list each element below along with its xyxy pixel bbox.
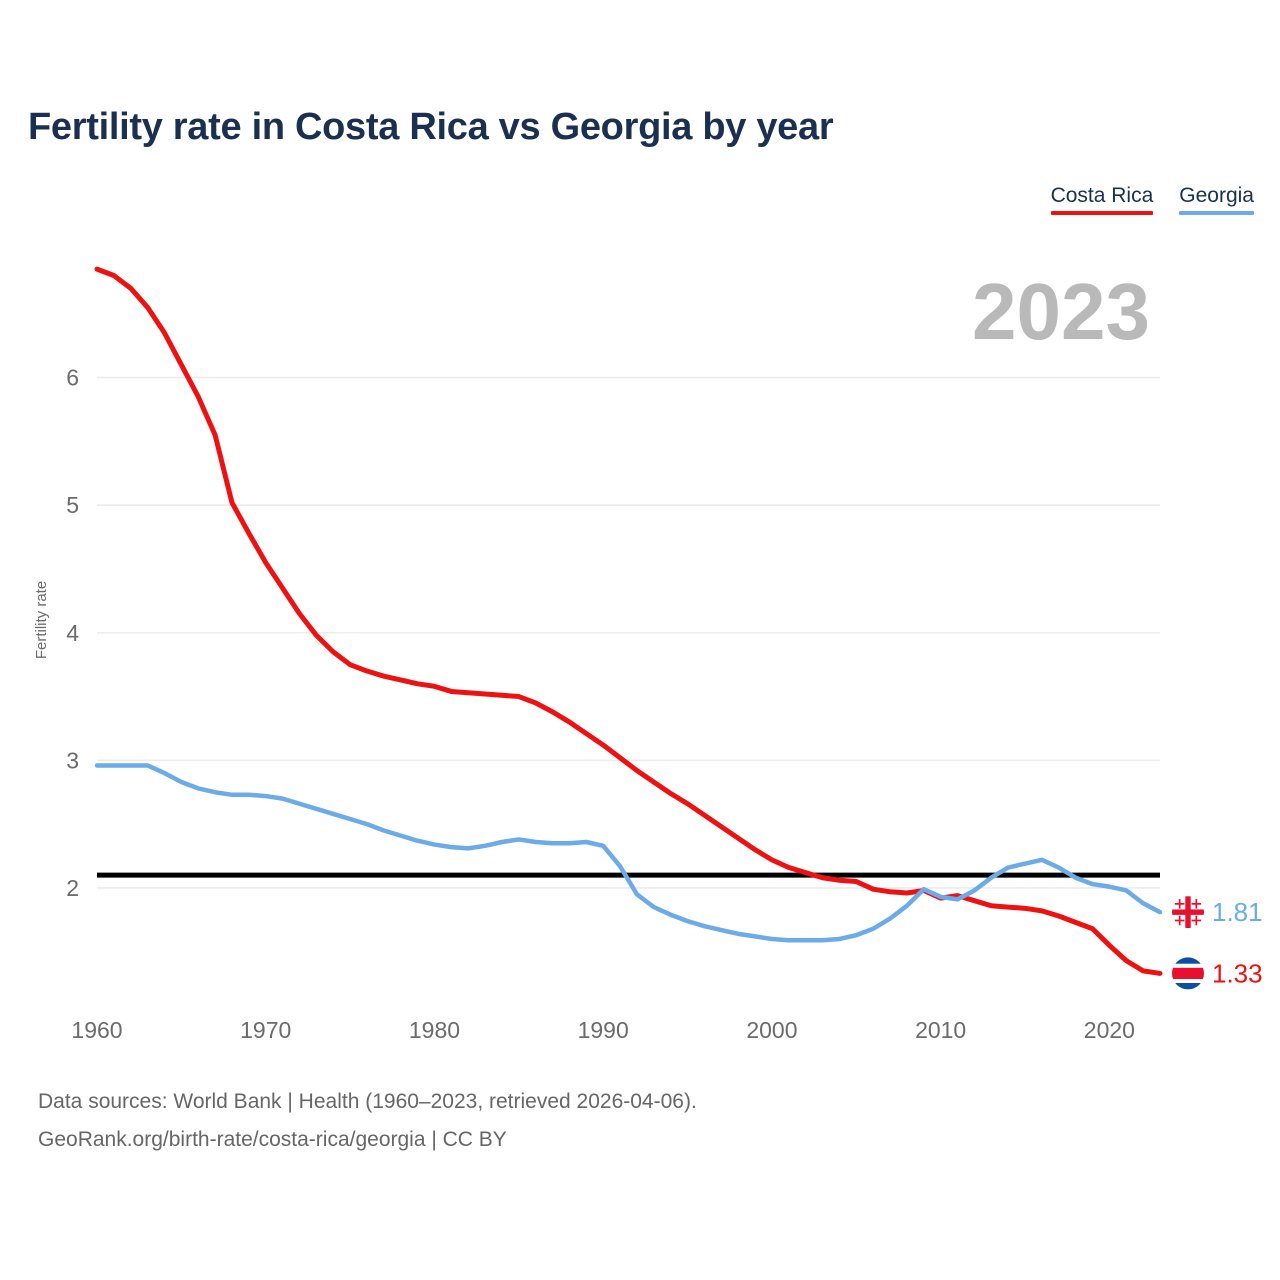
legend-item-georgia[interactable]: Georgia	[1179, 183, 1254, 215]
y-axis-tick-label: 5	[66, 492, 79, 518]
plot-area: 2 3 4 5 6 1960 1970 1980 1990 2000 2010 2020 Ferti…	[33, 266, 1263, 1043]
series-line-georgia	[94, 763, 1163, 943]
page-title: Fertility rate in Costa Rica vs Georgia …	[28, 106, 834, 148]
end-value-costa-rica: 1.33	[1212, 958, 1263, 988]
georgia-flag-icon	[1172, 896, 1204, 929]
x-axis-tick-label: 1990	[578, 1017, 629, 1043]
y-axis-title: Fertility rate	[33, 581, 50, 659]
costa-rica-flag-icon	[1172, 957, 1204, 990]
series-line-costa-rica	[94, 266, 1163, 976]
y-axis-tick-label: 2	[66, 875, 79, 901]
legend-label-costa-rica: Costa Rica	[1050, 184, 1154, 207]
x-axis-tick-label: 2020	[1084, 1017, 1135, 1043]
year-watermark: 2023	[972, 267, 1150, 356]
legend-swatch-costa-rica	[1050, 211, 1154, 215]
x-axis-tick-label: 2000	[746, 1017, 797, 1043]
footer-data-sources: Data sources: World Bank | Health (1960–…	[38, 1090, 697, 1113]
y-axis-tick-label: 3	[66, 747, 79, 773]
legend-swatch-georgia	[1179, 211, 1254, 215]
y-axis-ticks: 2 3 4 5 6	[66, 365, 79, 901]
line-chart-svg: 2 3 4 5 6 1960 1970 1980 1990 2000 2010 2020 Ferti…	[33, 266, 1263, 1043]
x-axis-tick-label: 1960	[71, 1017, 122, 1043]
footer-attribution: GeoRank.org/birth-rate/costa-rica/georgi…	[38, 1128, 507, 1151]
y-axis-tick-label: 6	[66, 365, 79, 391]
x-axis-ticks: 1960 1970 1980 1990 2000 2010 2020	[71, 1017, 1135, 1043]
grid-lines	[97, 376, 1160, 889]
x-axis-tick-label: 1970	[240, 1017, 291, 1043]
footer: Data sources: World Bank | Health (1960–…	[38, 1083, 697, 1159]
end-value-georgia: 1.81	[1212, 897, 1263, 927]
x-axis-tick-label: 1980	[409, 1017, 460, 1043]
legend-item-costa-rica[interactable]: Costa Rica	[1050, 183, 1154, 215]
chart-legend: Costa Rica Georgia	[1050, 183, 1254, 215]
legend-label-georgia: Georgia	[1179, 184, 1254, 207]
x-axis-tick-label: 2010	[915, 1017, 966, 1043]
series-endpoint-labels: 1.81 1.33	[1172, 896, 1263, 990]
y-axis-tick-label: 4	[66, 620, 79, 646]
